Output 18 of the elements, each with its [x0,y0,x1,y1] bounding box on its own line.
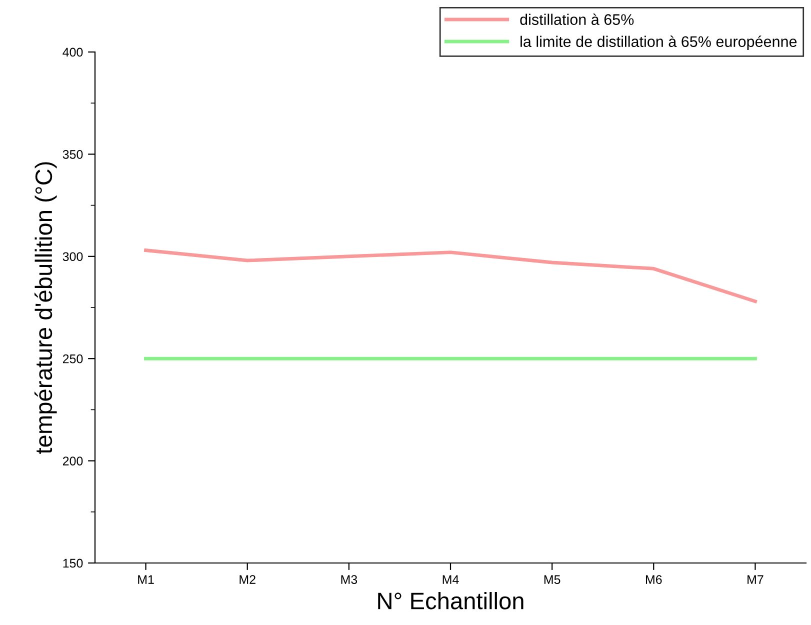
y-tick-label: 350 [62,150,83,159]
legend-label: distillation à 65% [520,14,634,25]
x-tick-label: M5 [544,575,560,584]
x-axis-title: N° Echantillon [378,592,524,610]
line-series [144,248,757,304]
x-tick-label: M4 [442,575,459,584]
y-axis-title: température d'ébullition (°C) [34,162,57,454]
y-tick-label: 150 [63,558,83,568]
y-tick-label: 250 [62,354,83,364]
x-tick-label: M2 [240,575,256,584]
y-tick-label: 200 [62,456,83,466]
y-tick-label: 400 [62,48,83,57]
x-tick-label: M3 [341,575,358,584]
x-tick-label: M7 [748,575,764,584]
x-tick-label: M1 [138,575,154,584]
y-tick-label: 300 [62,252,83,262]
x-tick-label: M6 [646,575,662,584]
legend-label: la limite de distillation à 65% européenne [520,36,797,50]
